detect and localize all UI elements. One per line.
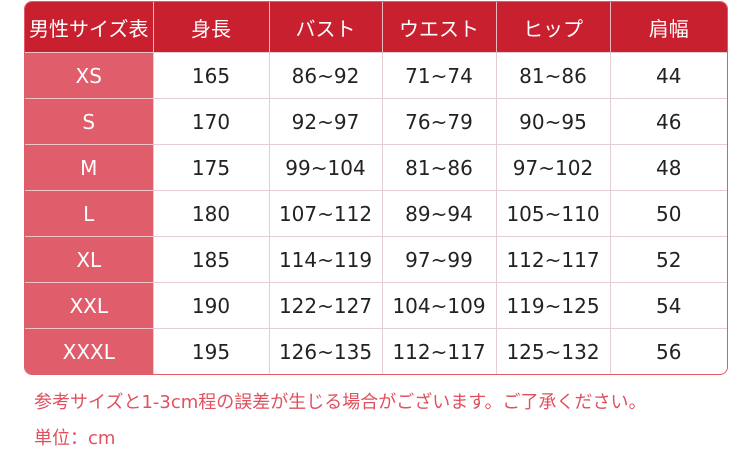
table-cell: 90~95 — [496, 98, 611, 145]
table-row: XXL 190 122~127 104~109 119~125 54 — [25, 282, 727, 329]
table-cell: 104~109 — [382, 282, 497, 329]
table-cell: 112~117 — [382, 328, 497, 374]
table-cell: 99~104 — [269, 144, 383, 191]
size-chart-table: 男性サイズ表 身長 バスト ウエスト ヒップ 肩幅 XS 165 86~92 71~74 81~8… — [24, 1, 728, 375]
table-row: XL 185 114~119 97~99 112~117 52 — [25, 236, 727, 283]
table-row: XXXL 195 126~135 112~117 125~132 56 — [25, 328, 727, 374]
size-label: XXL — [25, 282, 154, 329]
table-cell: 112~117 — [496, 236, 611, 283]
size-label: XL — [25, 236, 154, 283]
table-cell: 105~110 — [496, 190, 611, 237]
size-label: L — [25, 190, 154, 237]
table-cell: 44 — [610, 52, 727, 99]
column-header: バスト — [269, 2, 383, 53]
table-cell: 54 — [610, 282, 727, 329]
table-cell: 97~102 — [496, 144, 611, 191]
table-cell: 46 — [610, 98, 727, 145]
table-row: L 180 107~112 89~94 105~110 50 — [25, 190, 727, 237]
table-cell: 114~119 — [269, 236, 383, 283]
size-label: XXXL — [25, 328, 154, 374]
column-header: ヒップ — [496, 2, 611, 53]
table-row: S 170 92~97 76~79 90~95 46 — [25, 98, 727, 145]
table-cell: 92~97 — [269, 98, 383, 145]
size-label: M — [25, 144, 154, 191]
table-row: XS 165 86~92 71~74 81~86 44 — [25, 52, 727, 99]
table-cell: 48 — [610, 144, 727, 191]
table-cell: 81~86 — [496, 52, 611, 99]
header-row: 男性サイズ表 身長 バスト ウエスト ヒップ 肩幅 — [25, 2, 727, 53]
table-cell: 89~94 — [382, 190, 497, 237]
column-header: 男性サイズ表 — [25, 2, 154, 53]
table-cell: 126~135 — [269, 328, 383, 374]
table-cell: 107~112 — [269, 190, 383, 237]
table-cell: 175 — [153, 144, 270, 191]
tolerance-note: 参考サイズと1-3cm程の誤差が生じる場合がございます。ご了承ください。 — [34, 392, 647, 413]
table-cell: 50 — [610, 190, 727, 237]
table-cell: 185 — [153, 236, 270, 283]
table-cell: 180 — [153, 190, 270, 237]
table-cell: 76~79 — [382, 98, 497, 145]
table-cell: 190 — [153, 282, 270, 329]
table-cell: 125~132 — [496, 328, 611, 374]
size-label: S — [25, 98, 154, 145]
table-cell: 195 — [153, 328, 270, 374]
table-cell: 97~99 — [382, 236, 497, 283]
column-header: ウエスト — [382, 2, 497, 53]
column-header: 肩幅 — [610, 2, 727, 53]
column-header: 身長 — [153, 2, 270, 53]
table-cell: 71~74 — [382, 52, 497, 99]
table-cell: 165 — [153, 52, 270, 99]
table-cell: 86~92 — [269, 52, 383, 99]
unit-note: 単位：cm — [34, 428, 116, 449]
table-row: M 175 99~104 81~86 97~102 48 — [25, 144, 727, 191]
table-cell: 52 — [610, 236, 727, 283]
table-cell: 56 — [610, 328, 727, 374]
size-label: XS — [25, 52, 154, 99]
table-cell: 170 — [153, 98, 270, 145]
table-cell: 122~127 — [269, 282, 383, 329]
table-cell: 119~125 — [496, 282, 611, 329]
table-cell: 81~86 — [382, 144, 497, 191]
